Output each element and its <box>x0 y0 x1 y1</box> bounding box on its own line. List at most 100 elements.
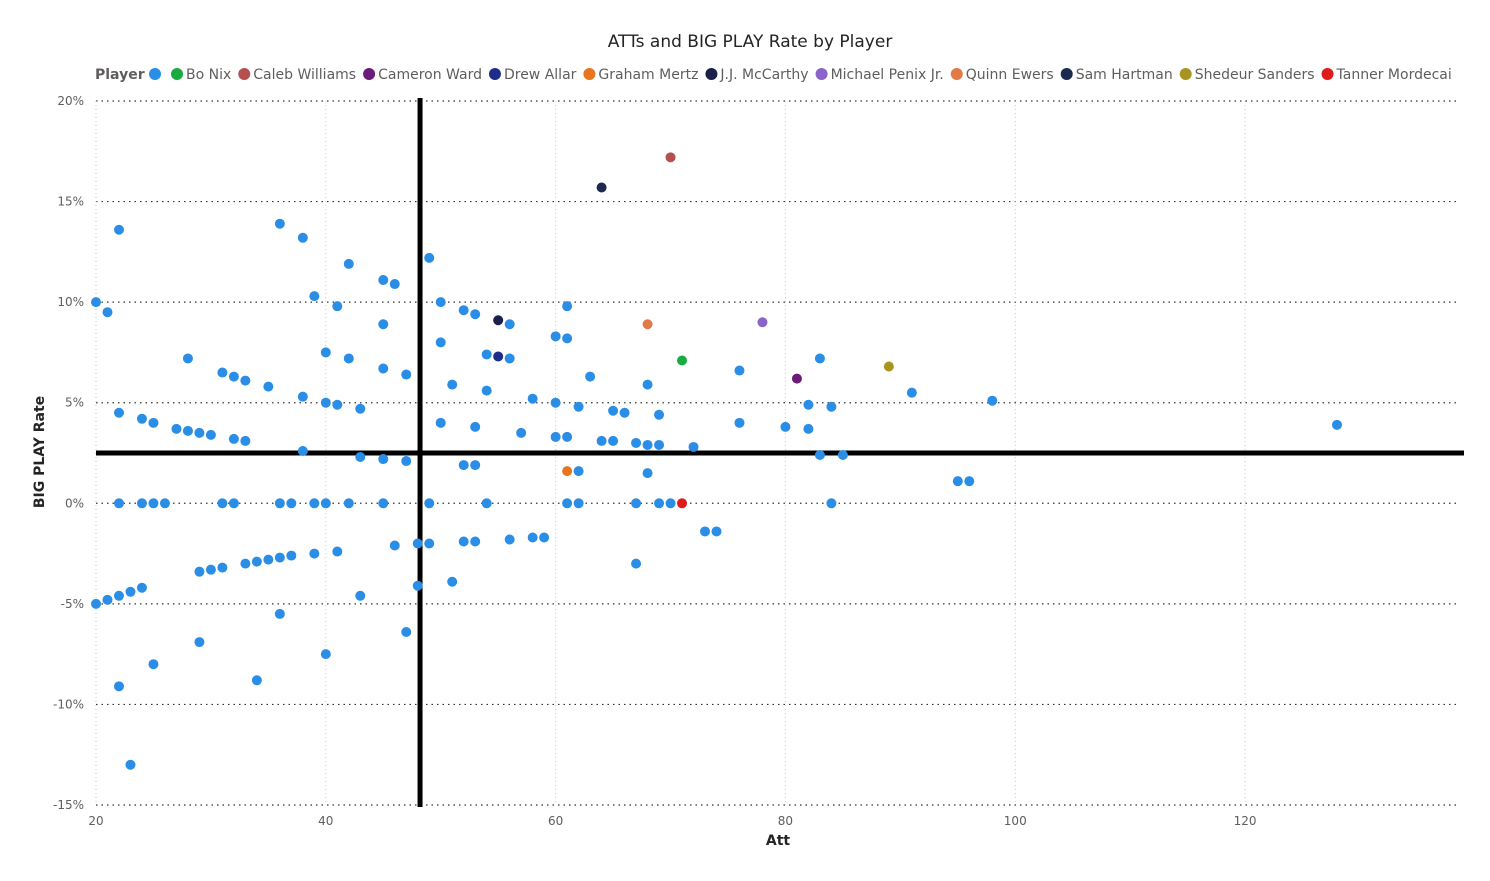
data-point[interactable]: 32, 0.0% <box>228 498 239 509</box>
data-point[interactable]: 25, 4.0% <box>148 417 159 428</box>
data-point[interactable]: 63, 6.3% <box>585 371 596 382</box>
data-point[interactable]: 29, -3.4% <box>194 566 205 577</box>
data-point[interactable]: 61, 8.2% <box>562 333 573 344</box>
data-point[interactable]: 62, 0.0% <box>573 498 584 509</box>
data-point[interactable]: 24, 0.0% <box>136 498 147 509</box>
data-point[interactable]: 54, 7.4% <box>481 349 492 360</box>
data-point[interactable]: Shedeur Sanders: 89, 6.8% <box>883 361 894 372</box>
data-point[interactable]: 38, 5.3% <box>297 391 308 402</box>
data-point[interactable]: 65, 4.6% <box>608 405 619 416</box>
data-point[interactable]: 72, 2.8% <box>688 441 699 452</box>
data-point[interactable]: 53, 9.4% <box>470 309 481 320</box>
data-point[interactable]: 29, 3.5% <box>194 427 205 438</box>
data-point[interactable]: 67, 3.0% <box>631 437 642 448</box>
data-point[interactable]: 41, -2.4% <box>332 546 343 557</box>
data-point[interactable]: 61, 0.0% <box>562 498 573 509</box>
data-point[interactable]: 47, 6.4% <box>401 369 412 380</box>
data-point[interactable]: 69, 2.9% <box>654 439 665 450</box>
data-point[interactable]: 39, -2.5% <box>309 548 320 559</box>
data-point[interactable]: 66, 4.5% <box>619 407 630 418</box>
data-point[interactable]: 80, 3.8% <box>780 421 791 432</box>
data-point[interactable]: 24, 4.2% <box>136 413 147 424</box>
data-point[interactable]: 21, 9.5% <box>102 307 113 318</box>
data-point[interactable]: 83, 7.2% <box>814 353 825 364</box>
data-point[interactable]: 69, 4.4% <box>654 409 665 420</box>
data-point[interactable]: 42, 11.9% <box>343 258 354 269</box>
data-point[interactable]: 31, 6.5% <box>217 367 228 378</box>
data-point[interactable]: 61, 9.8% <box>562 301 573 312</box>
data-point[interactable]: 27, 3.7% <box>171 423 182 434</box>
data-point[interactable]: Michael Penix Jr.: 78, 9.0% <box>757 317 768 328</box>
data-point[interactable]: 57, 3.5% <box>516 427 527 438</box>
data-point[interactable]: 31, 0.0% <box>217 498 228 509</box>
data-point[interactable]: 60, 5.0% <box>550 397 561 408</box>
data-point[interactable]: 33, 3.1% <box>240 435 251 446</box>
data-point[interactable]: 50, 8.0% <box>435 337 446 348</box>
data-point[interactable]: 40, 5.0% <box>320 397 331 408</box>
data-point[interactable]: 31, -3.2% <box>217 562 228 573</box>
data-point[interactable]: 25, 0.0% <box>148 498 159 509</box>
data-point[interactable]: 28, 7.2% <box>182 353 193 364</box>
data-point[interactable]: 68, 1.5% <box>642 468 653 479</box>
data-point[interactable]: 36, 13.9% <box>274 218 285 229</box>
data-point[interactable]: 51, -3.9% <box>447 576 458 587</box>
data-point[interactable]: 42, 7.2% <box>343 353 354 364</box>
data-point[interactable]: 68, 2.9% <box>642 439 653 450</box>
data-point[interactable]: 53, 1.9% <box>470 460 481 471</box>
data-point[interactable]: 59, -1.7% <box>539 532 550 543</box>
data-point[interactable]: 49, 12.2% <box>424 252 435 263</box>
data-point[interactable]: 39, 10.3% <box>309 291 320 302</box>
data-point[interactable]: 82, 4.9% <box>803 399 814 410</box>
data-point[interactable]: 46, 10.9% <box>389 279 400 290</box>
data-point[interactable]: 41, 4.9% <box>332 399 343 410</box>
data-point[interactable]: 84, 0.0% <box>826 498 837 509</box>
data-point[interactable]: 22, -9.1% <box>113 681 124 692</box>
data-point[interactable]: 30, 3.4% <box>205 429 216 440</box>
data-point[interactable]: 64, 3.1% <box>596 435 607 446</box>
data-point[interactable]: 49, 0.0% <box>424 498 435 509</box>
data-point[interactable]: Caleb Williams: 70, 17.2% <box>665 152 676 163</box>
data-point[interactable]: 40, -7.5% <box>320 649 331 660</box>
data-point[interactable]: 40, 0.0% <box>320 498 331 509</box>
data-point[interactable]: 38, 13.2% <box>297 232 308 243</box>
data-point[interactable]: 20, -5.0% <box>91 598 101 609</box>
data-point[interactable]: 68, 5.9% <box>642 379 653 390</box>
data-point[interactable]: 37, -2.6% <box>286 550 297 561</box>
data-point[interactable]: 67, -3.0% <box>631 558 642 569</box>
data-point[interactable]: 33, -3.0% <box>240 558 251 569</box>
data-point[interactable]: 46, -2.1% <box>389 540 400 551</box>
data-point[interactable]: Drew Allar: 55, 7.3% <box>493 351 504 362</box>
data-point[interactable]: Graham Mertz: 61, 1.6% <box>562 466 573 477</box>
data-point[interactable]: 96, 1.1% <box>964 476 975 487</box>
data-point[interactable]: 25, -8.0% <box>148 659 159 670</box>
data-point[interactable]: Tanner Mordecai: 71, 0.0% <box>677 498 688 509</box>
data-point[interactable]: 22, 13.6% <box>113 224 124 235</box>
data-point[interactable]: 35, 5.8% <box>263 381 274 392</box>
data-point[interactable]: 70, 0.0% <box>665 498 676 509</box>
data-point[interactable]: 45, 6.7% <box>378 363 389 374</box>
data-point[interactable]: 69, 0.0% <box>654 498 665 509</box>
data-point[interactable]: 36, -5.5% <box>274 608 285 619</box>
data-point[interactable]: 84, 4.8% <box>826 401 837 412</box>
data-point[interactable]: 74, -1.4% <box>711 526 722 537</box>
data-point[interactable]: 51, 5.9% <box>447 379 458 390</box>
data-point[interactable]: 22, -4.6% <box>113 590 124 601</box>
data-point[interactable]: 43, 2.3% <box>355 452 366 463</box>
data-point[interactable]: 53, 3.8% <box>470 421 481 432</box>
data-point[interactable]: 43, 4.7% <box>355 403 366 414</box>
data-point[interactable]: 42, 0.0% <box>343 498 354 509</box>
data-point[interactable]: 38, 2.6% <box>297 445 308 456</box>
data-point[interactable]: 21, -4.8% <box>102 594 113 605</box>
data-point[interactable]: 30, -3.3% <box>205 564 216 575</box>
data-point[interactable]: 28, 3.6% <box>182 425 193 436</box>
data-point[interactable]: 33, 6.1% <box>240 375 251 386</box>
data-point[interactable]: 50, 4.0% <box>435 417 446 428</box>
data-point[interactable]: 32, 6.3% <box>228 371 239 382</box>
data-point[interactable]: 22, 4.5% <box>113 407 124 418</box>
data-point[interactable]: 128, 3.9% <box>1332 419 1342 430</box>
data-point[interactable]: 34, -8.8% <box>251 675 262 686</box>
data-point[interactable]: 98, 5.1% <box>987 395 998 406</box>
data-point[interactable]: 54, 0.0% <box>481 498 492 509</box>
data-point[interactable]: 54, 5.6% <box>481 385 492 396</box>
data-point[interactable]: 95, 1.1% <box>952 476 963 487</box>
